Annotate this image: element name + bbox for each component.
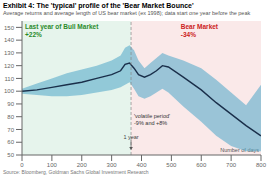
svg-text:150: 150	[8, 25, 15, 31]
svg-text:110: 110	[8, 76, 15, 82]
svg-text:'volatile period'-9% and +8%: 'volatile period'-9% and +8%	[134, 113, 170, 126]
svg-text:100: 100	[47, 162, 58, 168]
svg-text:400: 400	[136, 162, 147, 168]
svg-text:140: 140	[8, 37, 15, 43]
svg-text:50: 50	[8, 152, 15, 158]
svg-text:Last year of Bull Market: Last year of Bull Market	[25, 23, 99, 30]
html-text:Average returns and average le: Average returns and average length of US…	[3, 10, 251, 16]
svg-text:70: 70	[8, 127, 15, 133]
html-text:Exhibit 4: The 'typical' profi: Exhibit 4: The 'typical' profile of the …	[3, 2, 194, 9]
svg-text:+22%: +22%	[25, 31, 42, 38]
svg-text:700: 700	[226, 162, 237, 168]
svg-text:90: 90	[8, 101, 15, 107]
svg-text:130: 130	[8, 50, 15, 56]
svg-text:500: 500	[166, 162, 177, 168]
svg-text:80: 80	[8, 114, 15, 120]
svg-text:600: 600	[196, 162, 207, 168]
svg-text:100: 100	[8, 88, 15, 94]
svg-text:60: 60	[8, 139, 15, 145]
svg-text:Bear Market: Bear Market	[181, 23, 219, 30]
svg-text:200: 200	[77, 162, 88, 168]
svg-text:1 year: 1 year	[123, 134, 138, 140]
svg-text:-34%: -34%	[181, 31, 196, 38]
svg-text:120: 120	[8, 63, 15, 69]
html-text:Source: Bloomberg, Goldman Sac: Source: Bloomberg, Goldman Sachs Global …	[3, 169, 149, 175]
svg-text:800: 800	[256, 162, 263, 168]
svg-text:300: 300	[107, 162, 118, 168]
svg-text:Number of days: Number of days	[220, 147, 259, 153]
svg-text:0: 0	[20, 162, 24, 168]
